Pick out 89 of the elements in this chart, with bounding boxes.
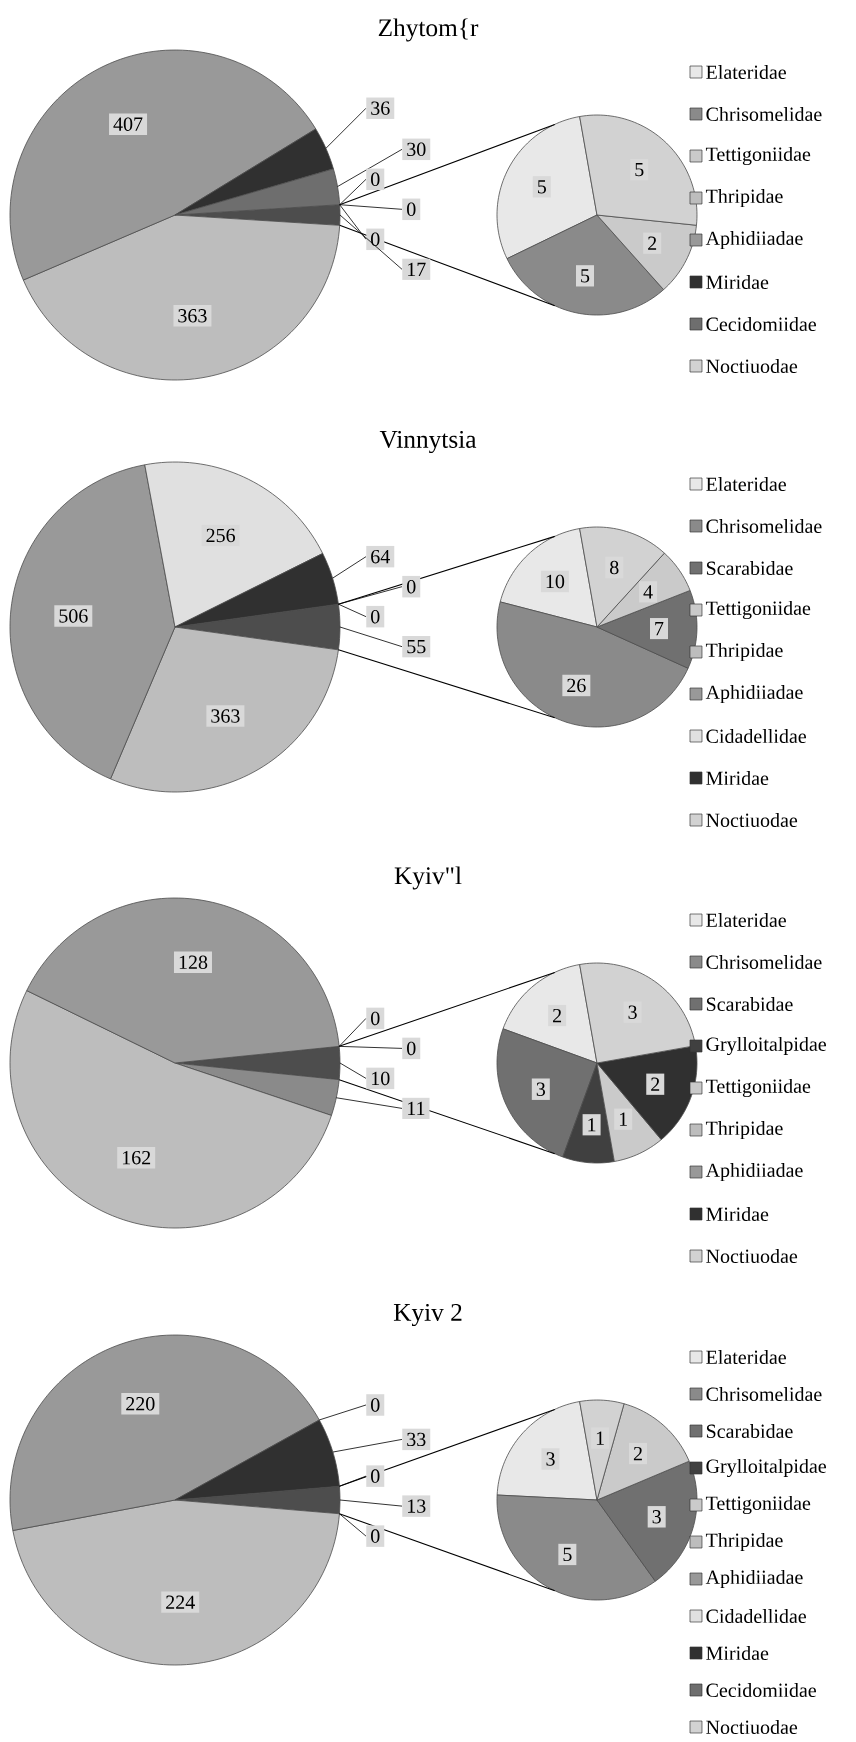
data-label: 13 bbox=[408, 1499, 426, 1513]
data-label: 2 bbox=[553, 1008, 562, 1023]
data-label: 10 bbox=[372, 1071, 390, 1086]
legend-label: Noctiuodae bbox=[706, 1719, 798, 1735]
chart-title: Zhytom{r bbox=[378, 18, 479, 42]
legend-label: Aphidiiadae bbox=[705, 230, 803, 250]
chart-title: Kyiv"l bbox=[394, 866, 462, 890]
data-label: 4 bbox=[643, 585, 653, 599]
data-label: 30 bbox=[407, 142, 426, 157]
data-label: 55 bbox=[407, 640, 426, 654]
text: 0 bbox=[371, 172, 380, 187]
text: 0 bbox=[371, 609, 380, 624]
data-label: 5 bbox=[635, 162, 644, 177]
legend-label: Thripidae bbox=[705, 1120, 783, 1140]
legend-label: Miridae bbox=[706, 1645, 769, 1661]
text: 0 bbox=[371, 1398, 380, 1412]
legend-label: Chrisomelidae bbox=[706, 1386, 822, 1402]
chart-title: Kyiv 2 bbox=[393, 1303, 462, 1327]
data-label: 36 bbox=[371, 101, 390, 115]
data-label: 8 bbox=[610, 560, 619, 575]
text: 0 bbox=[371, 1011, 380, 1026]
legend-label: Scarabidae bbox=[706, 996, 793, 1012]
legend-label: Noctiuodae bbox=[706, 358, 798, 374]
data-label: 26 bbox=[567, 678, 586, 693]
data-label: 5 bbox=[581, 269, 590, 283]
legend-label: Elateridae bbox=[706, 912, 786, 928]
legend-label: Cecidomiidae bbox=[706, 316, 816, 332]
legend-label: Aphidiiadae bbox=[705, 684, 803, 704]
legend-label: Chrisomelidae bbox=[706, 954, 822, 970]
legend-label: Elateridae bbox=[706, 476, 786, 492]
data-label: 1 bbox=[588, 1118, 596, 1132]
data-label: 224 bbox=[166, 1595, 195, 1609]
data-label: 33 bbox=[407, 1432, 426, 1447]
text: 0 bbox=[371, 1469, 380, 1483]
data-label: 7 bbox=[655, 622, 664, 636]
legend-label: Scarabidae bbox=[706, 1423, 793, 1439]
data-label: 506 bbox=[59, 609, 88, 623]
legend-label: Chrisomelidae bbox=[706, 106, 822, 122]
legend-label: Cidadellidae bbox=[706, 1608, 806, 1624]
legend-label: Chrisomelidae bbox=[706, 518, 822, 534]
legend-label: Noctiuodae bbox=[706, 1248, 798, 1264]
data-label: 11 bbox=[408, 1101, 425, 1115]
data-label: 128 bbox=[179, 955, 208, 970]
data-label: 1 bbox=[596, 1431, 604, 1445]
data-label: 3 bbox=[536, 1082, 546, 1096]
data-label: 64 bbox=[371, 549, 390, 564]
chart-title: Vinnytsia bbox=[379, 430, 477, 454]
data-label: 2 bbox=[651, 1077, 660, 1091]
data-label: 1 bbox=[619, 1112, 627, 1126]
text: 0 bbox=[371, 1529, 380, 1543]
legend-label: Miridae bbox=[706, 1206, 769, 1222]
legend-label: Elateridae bbox=[706, 64, 786, 80]
data-label: 5 bbox=[537, 180, 547, 194]
text: 0 bbox=[407, 1041, 416, 1056]
data-label: 162 bbox=[122, 1150, 151, 1165]
legend-label: Grylloitalpidae bbox=[706, 1036, 826, 1056]
legend-label: Aphidiiadae bbox=[705, 1162, 803, 1182]
legend-label: Thripidae bbox=[705, 1532, 783, 1552]
data-label: 3 bbox=[628, 1005, 637, 1019]
text: 0 bbox=[371, 232, 380, 247]
data-label: 363 bbox=[178, 309, 207, 323]
text: 0 bbox=[407, 202, 416, 217]
data-label: 5 bbox=[563, 1547, 572, 1562]
legend-label: Aphidiiadae bbox=[705, 1569, 803, 1589]
legend-label: Grylloitalpidae bbox=[706, 1458, 826, 1478]
legend-label: Tettigoniidae bbox=[705, 1078, 811, 1098]
legend-label: Cecidomiidae bbox=[706, 1682, 816, 1698]
data-label: 220 bbox=[126, 1397, 155, 1411]
data-label: 3 bbox=[546, 1452, 555, 1466]
data-label: 10 bbox=[546, 574, 565, 589]
legend-label: Tettigoniidae bbox=[705, 1495, 811, 1515]
legend-label: Elateridae bbox=[706, 1349, 786, 1365]
legend-label: Miridae bbox=[706, 770, 769, 786]
legend-label: Tettigoniidae bbox=[705, 600, 811, 620]
data-label: 2 bbox=[633, 1446, 642, 1461]
data-label: 363 bbox=[211, 709, 240, 723]
legend-label: Thripidae bbox=[705, 642, 783, 662]
legend-label: Thripidae bbox=[705, 188, 783, 208]
legend-label: Tettigoniidae bbox=[705, 146, 811, 166]
legend-label: Cidadellidae bbox=[706, 728, 806, 744]
legend-label: Scarabidae bbox=[706, 560, 793, 576]
data-label: 3 bbox=[652, 1510, 661, 1524]
data-label: 256 bbox=[206, 528, 236, 543]
legend-label: Miridae bbox=[706, 274, 769, 290]
text: 0 bbox=[407, 579, 416, 594]
data-label: 17 bbox=[408, 262, 426, 276]
legend-label: Noctiuodae bbox=[706, 812, 798, 828]
data-label: 407 bbox=[113, 117, 143, 131]
data-label: 2 bbox=[648, 236, 657, 250]
